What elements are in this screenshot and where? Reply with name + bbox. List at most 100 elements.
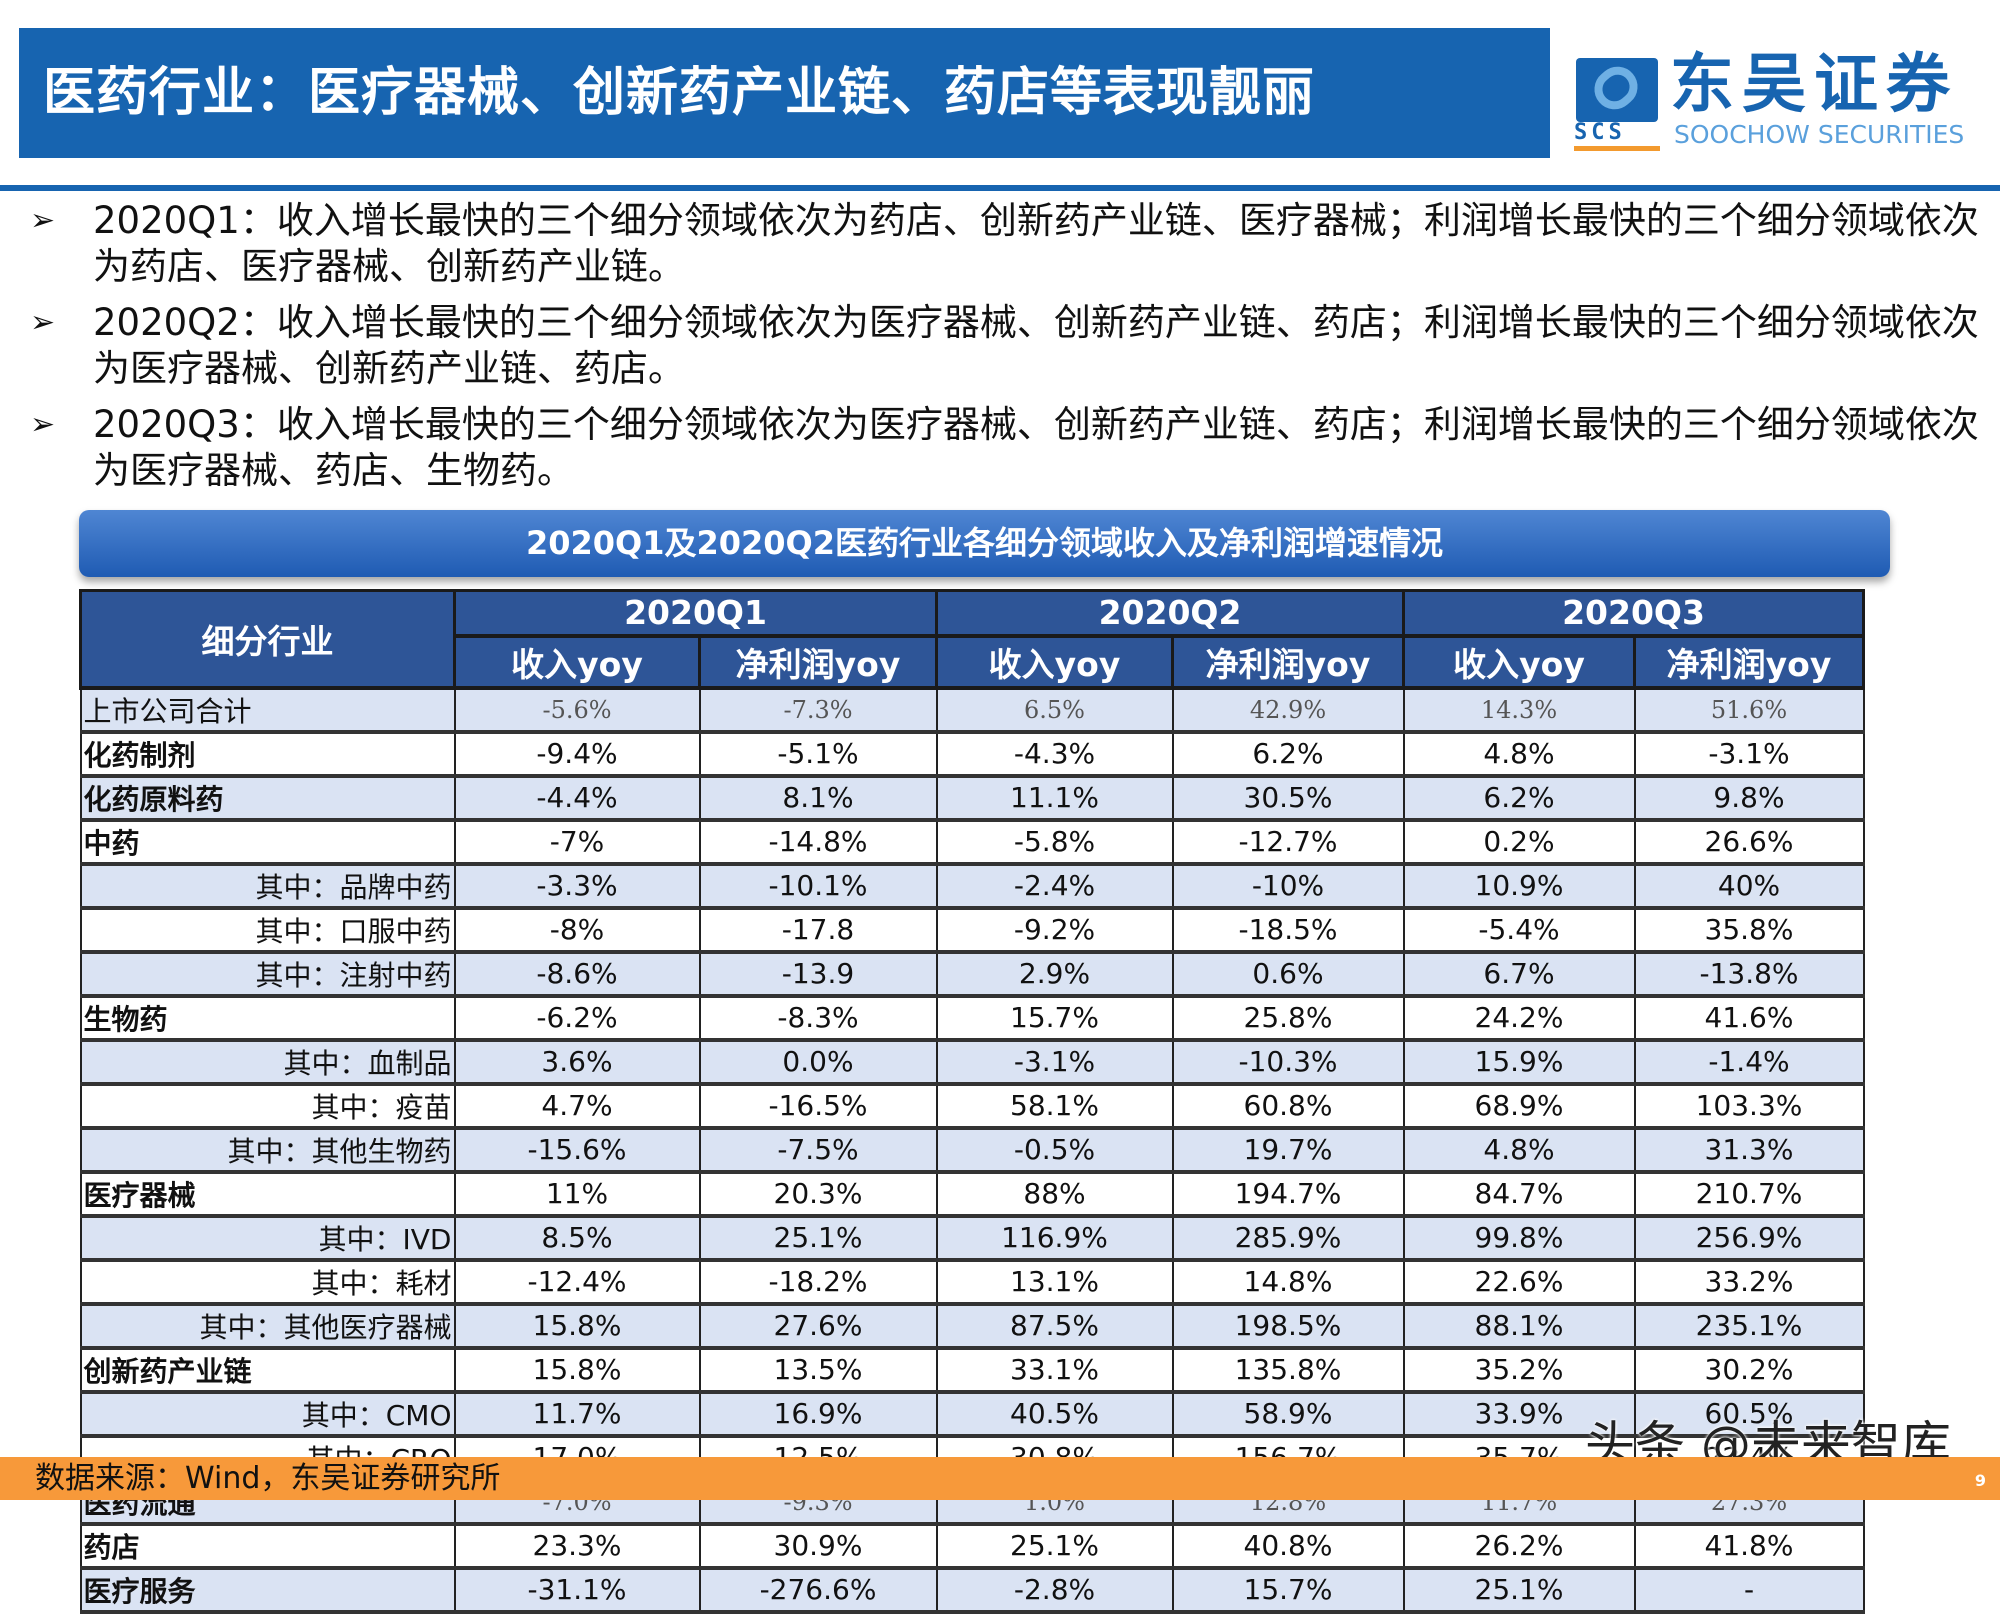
value-cell: 235.1% — [1633, 1302, 1865, 1350]
arrow-bullet-icon: ➢ — [30, 203, 56, 238]
page-number: 9 — [1974, 1471, 1986, 1490]
row-label: 其中：口服中药 — [79, 906, 456, 954]
table-row: 其中：口服中药 -8% -17.8 -9.2% -18.5% -5.4% 35.8% — [79, 906, 1865, 954]
value-cell: 58.1% — [935, 1082, 1174, 1130]
value-cell: 51.6% — [1633, 686, 1865, 734]
row-label: 其中：其他医疗器械 — [79, 1302, 456, 1350]
value-cell: 41.8% — [1633, 1522, 1865, 1570]
row-label: 其中：IVD — [79, 1214, 456, 1262]
value-cell: 68.9% — [1402, 1082, 1636, 1130]
value-cell: -3.3% — [453, 862, 701, 910]
column-header-segment: 细分行业 — [79, 589, 456, 690]
value-cell: 4.8% — [1402, 730, 1636, 778]
value-cell: -31.1% — [453, 1566, 701, 1614]
value-cell: -4.3% — [935, 730, 1174, 778]
value-cell: 210.7% — [1633, 1170, 1865, 1218]
soochow-logo: SCS 东吴证券 SOOCHOW SECURITIES — [1570, 48, 1980, 151]
quarter-header: 2020Q3 — [1402, 589, 1865, 638]
value-cell: 31.3% — [1633, 1126, 1865, 1174]
value-cell: 41.6% — [1633, 994, 1865, 1042]
value-cell: 14.3% — [1402, 686, 1636, 734]
value-cell: 194.7% — [1171, 1170, 1405, 1218]
value-cell: 23.3% — [453, 1522, 701, 1570]
title-bar: 医药行业：医疗器械、创新药产业链、药店等表现靓丽 — [19, 28, 1550, 158]
value-cell: -16.5% — [698, 1082, 938, 1130]
value-cell: - — [1633, 1566, 1865, 1614]
value-cell: 84.7% — [1402, 1170, 1636, 1218]
value-cell: 8.1% — [698, 774, 938, 822]
value-cell: -2.4% — [935, 862, 1174, 910]
logo-scs: SCS — [1574, 120, 1660, 151]
value-cell: 26.6% — [1633, 818, 1865, 866]
value-cell: -7.3% — [698, 686, 938, 734]
table-row: 药店 23.3% 30.9% 25.1% 40.8% 26.2% 41.8% — [79, 1522, 1865, 1570]
value-cell: -13.9 — [698, 950, 938, 998]
bullet-item: ➢ 2020Q1：收入增长最快的三个细分领域依次为药店、创新药产业链、医疗器械；利… — [30, 198, 1980, 290]
value-cell: -7.5% — [698, 1126, 938, 1174]
value-cell: -10.3% — [1171, 1038, 1405, 1086]
value-cell: 25.1% — [698, 1214, 938, 1262]
value-cell: 285.9% — [1171, 1214, 1405, 1262]
value-cell: 116.9% — [935, 1214, 1174, 1262]
table-row: 创新药产业链 15.8% 13.5% 33.1% 135.8% 35.2% 30.2% — [79, 1346, 1865, 1394]
header-divider — [0, 185, 2000, 191]
value-cell: 11.1% — [935, 774, 1174, 822]
value-cell: -8.3% — [698, 994, 938, 1042]
subheader: 净利润yoy — [1171, 634, 1405, 690]
value-cell: -0.5% — [935, 1126, 1174, 1174]
value-cell: 35.2% — [1402, 1346, 1636, 1394]
value-cell: 27.6% — [698, 1302, 938, 1350]
row-label: 其中：CMO — [79, 1390, 456, 1438]
value-cell: -3.1% — [1633, 730, 1865, 778]
value-cell: 13.5% — [698, 1346, 938, 1394]
value-cell: -12.4% — [453, 1258, 701, 1306]
data-source: 数据来源：Wind，东吴证券研究所 — [35, 1461, 501, 1496]
value-cell: 4.8% — [1402, 1126, 1636, 1174]
value-cell: 25.1% — [1402, 1566, 1636, 1614]
value-cell: 25.1% — [935, 1522, 1174, 1570]
table-row: 其中：品牌中药 -3.3% -10.1% -2.4% -10% 10.9% 40% — [79, 862, 1865, 910]
quarter-header: 2020Q2 — [935, 589, 1405, 638]
value-cell: 15.8% — [453, 1302, 701, 1350]
value-cell: -7% — [453, 818, 701, 866]
value-cell: 6.5% — [935, 686, 1174, 734]
value-cell: 15.7% — [935, 994, 1174, 1042]
value-cell: -13.8% — [1633, 950, 1865, 998]
value-cell: 6.7% — [1402, 950, 1636, 998]
value-cell: 19.7% — [1171, 1126, 1405, 1174]
value-cell: -276.6% — [698, 1566, 938, 1614]
value-cell: 0.6% — [1171, 950, 1405, 998]
row-label: 其中：品牌中药 — [79, 862, 456, 910]
subheader: 收入yoy — [935, 634, 1174, 690]
value-cell: 40.5% — [935, 1390, 1174, 1438]
value-cell: 40% — [1633, 862, 1865, 910]
row-label: 其中：疫苗 — [79, 1082, 456, 1130]
value-cell: 14.8% — [1171, 1258, 1405, 1306]
table-row: 上市公司合计 -5.6% -7.3% 6.5% 42.9% 14.3% 51.6% — [79, 686, 1865, 734]
value-cell: -1.4% — [1633, 1038, 1865, 1086]
value-cell: -12.7% — [1171, 818, 1405, 866]
value-cell: 11% — [453, 1170, 701, 1218]
table-row: 其中：血制品 3.6% 0.0% -3.1% -10.3% 15.9% -1.4% — [79, 1038, 1865, 1086]
value-cell: 33.1% — [935, 1346, 1174, 1394]
value-cell: -9.2% — [935, 906, 1174, 954]
value-cell: 6.2% — [1171, 730, 1405, 778]
logo-mark-icon — [1576, 58, 1658, 122]
table-row: 其中：注射中药 -8.6% -13.9 2.9% 0.6% 6.7% -13.8% — [79, 950, 1865, 998]
table-row: 其中：疫苗 4.7% -16.5% 58.1% 60.8% 68.9% 103.3% — [79, 1082, 1865, 1130]
value-cell: 103.3% — [1633, 1082, 1865, 1130]
row-label: 其中：血制品 — [79, 1038, 456, 1086]
value-cell: 22.6% — [1402, 1258, 1636, 1306]
value-cell: 58.9% — [1171, 1390, 1405, 1438]
value-cell: 30.9% — [698, 1522, 938, 1570]
table-row: 其中：CMO 11.7% 16.9% 40.5% 58.9% 33.9% 60.5% — [79, 1390, 1865, 1438]
subheader: 收入yoy — [453, 634, 701, 690]
value-cell: 60.5% — [1633, 1390, 1865, 1438]
value-cell: 3.6% — [453, 1038, 701, 1086]
logo-chinese-name: 东吴证券 — [1670, 48, 1958, 122]
table-row: 医疗器械 11% 20.3% 88% 194.7% 84.7% 210.7% — [79, 1170, 1865, 1218]
row-label: 医疗器械 — [79, 1170, 456, 1218]
value-cell: 88.1% — [1402, 1302, 1636, 1350]
value-cell: -17.8 — [698, 906, 938, 954]
row-label: 上市公司合计 — [79, 686, 456, 734]
